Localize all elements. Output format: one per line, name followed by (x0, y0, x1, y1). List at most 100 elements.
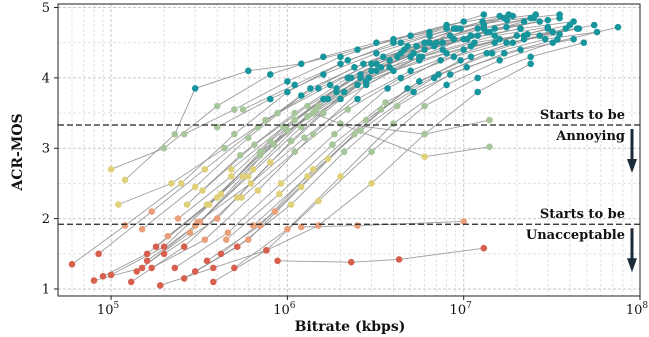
data-point (351, 64, 358, 71)
data-point (377, 106, 385, 113)
data-point (421, 39, 428, 46)
x-tick-label: 107 (450, 301, 473, 318)
data-point (421, 46, 428, 53)
series-line (213, 42, 584, 283)
data-point (503, 39, 510, 46)
data-point (390, 35, 397, 43)
x-tick-label: 105 (97, 301, 120, 318)
threshold-label: Starts to be (540, 207, 625, 222)
data-point (320, 71, 327, 78)
data-point (373, 50, 380, 57)
data-point (362, 78, 370, 85)
data-point (291, 116, 299, 124)
data-point (382, 99, 389, 106)
data-point (298, 223, 305, 231)
data-point (480, 244, 488, 252)
data-point (549, 28, 557, 36)
data-point (298, 183, 305, 191)
data-point (284, 127, 291, 134)
data-point (368, 60, 375, 68)
axes (57, 3, 641, 297)
data-point (245, 67, 252, 75)
data-point (570, 35, 577, 43)
data-point (267, 159, 274, 166)
data-point (351, 130, 358, 138)
data-point (199, 187, 206, 194)
data-point (251, 141, 258, 148)
data-point (174, 215, 182, 222)
x-tick-exponent: 5 (113, 301, 119, 311)
data-point (407, 67, 414, 75)
data-point (397, 39, 405, 46)
data-point (337, 95, 344, 103)
data-point (291, 109, 299, 117)
data-point (457, 25, 464, 32)
data-point (203, 257, 211, 265)
data-point (304, 102, 311, 110)
data-point (301, 134, 308, 141)
data-point (249, 166, 257, 173)
data-point (148, 208, 155, 215)
data-point (324, 95, 332, 103)
x-tick-exponent: 6 (290, 301, 296, 311)
data-point (239, 106, 247, 113)
data-point (397, 74, 405, 82)
data-point (413, 42, 420, 50)
data-point (249, 222, 257, 229)
data-point (426, 39, 433, 46)
data-point (437, 57, 444, 64)
data-point (443, 21, 450, 29)
x-tick-exponent: 8 (642, 301, 648, 311)
data-point (115, 201, 122, 208)
series-line (277, 247, 484, 263)
data-point (527, 14, 534, 22)
data-point (133, 268, 141, 275)
data-point (180, 275, 188, 282)
down-arrow (627, 258, 637, 273)
y-tick-label: 2 (42, 212, 50, 227)
data-point (397, 50, 405, 57)
data-point (474, 25, 482, 32)
data-point (503, 16, 511, 24)
data-point (463, 64, 471, 71)
data-point (517, 46, 524, 53)
data-point (183, 201, 191, 208)
data-point (344, 74, 352, 82)
data-point (90, 277, 98, 284)
data-point (541, 35, 549, 43)
data-point (309, 130, 317, 138)
data-point (404, 42, 411, 50)
data-point (304, 113, 311, 120)
data-point (394, 102, 401, 110)
data-point (590, 21, 598, 29)
data-point (164, 232, 172, 240)
data-point (107, 166, 115, 173)
data-point (467, 53, 475, 61)
data-point (213, 215, 221, 222)
data-point (191, 183, 199, 191)
data-point (217, 190, 225, 198)
data-point (486, 116, 493, 124)
data-point (421, 102, 428, 110)
data-point (368, 148, 375, 156)
y-tick-label: 3 (42, 142, 50, 157)
data-point (160, 250, 168, 258)
data-point (201, 166, 209, 173)
data-point (450, 53, 458, 61)
data-point (221, 144, 228, 152)
data-point (256, 222, 264, 229)
data-point (416, 57, 423, 64)
data-point (354, 222, 361, 229)
data-point (474, 88, 482, 96)
data-point (309, 166, 317, 173)
data-point (333, 88, 340, 96)
data-point (416, 78, 423, 85)
data-point (377, 64, 385, 71)
x-tick-label: 106 (273, 301, 296, 318)
data-point (277, 180, 285, 187)
data-point (307, 85, 314, 92)
data-point (331, 130, 338, 138)
data-point (570, 18, 577, 25)
data-point (410, 88, 417, 96)
x-axis-label: Bitrate (kbps) (295, 319, 406, 335)
